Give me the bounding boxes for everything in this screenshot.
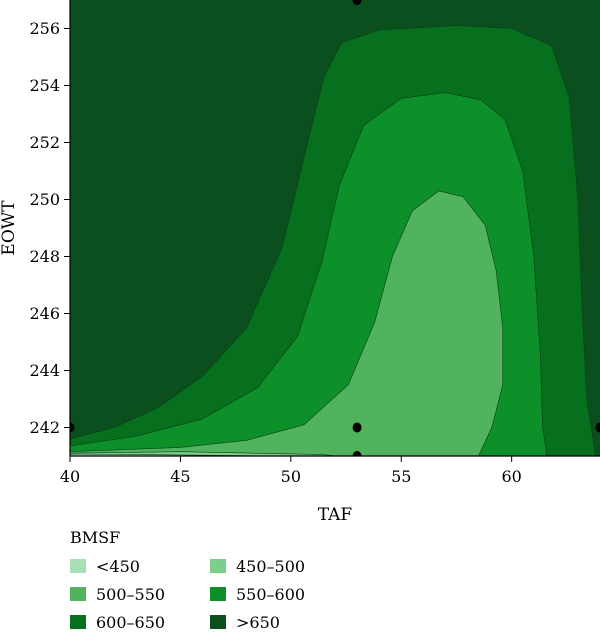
legend-label: <450	[96, 557, 140, 576]
legend-item-550-600: 550–600	[210, 584, 305, 604]
legend-item-lt450: <450	[70, 556, 140, 576]
y-tick-label: 250	[29, 190, 60, 209]
legend-label: 550–600	[236, 585, 305, 604]
legend-swatch	[210, 559, 226, 573]
legend-label: 600–650	[96, 613, 165, 632]
y-axis-title: EOWT	[0, 200, 19, 256]
x-tick-label: 45	[170, 467, 190, 486]
legend-item-gt650: >650	[210, 612, 280, 632]
legend-swatch	[70, 587, 86, 601]
x-axis-title: TAF	[318, 505, 353, 525]
legend-label: 500–550	[96, 585, 165, 604]
y-tick-label: 256	[29, 19, 60, 38]
y-tick-label: 246	[29, 304, 60, 323]
x-tick-label: 60	[501, 467, 521, 486]
legend-item-450-500: 450–500	[210, 556, 305, 576]
legend-swatch	[210, 615, 226, 629]
legend-swatch	[70, 615, 86, 629]
legend-label: >650	[236, 613, 280, 632]
contour-regions	[70, 0, 600, 456]
legend-swatch	[210, 587, 226, 601]
y-tick-label: 244	[29, 361, 60, 380]
legend-swatch	[70, 559, 86, 573]
legend-item-600-650: 600–650	[70, 612, 165, 632]
design-point	[353, 423, 362, 433]
x-tick-label: 55	[391, 467, 411, 486]
x-tick-label: 40	[60, 467, 80, 486]
y-tick-label: 248	[29, 247, 60, 266]
contour-chart: 40 45 50 55 60 242 244 246 248 250 252 254 256 TAF E…	[0, 0, 600, 530]
legend-title: BMSF	[70, 528, 120, 547]
legend-label: 450–500	[236, 557, 305, 576]
y-tick-label: 242	[29, 418, 60, 437]
legend-item-500-550: 500–550	[70, 584, 165, 604]
y-tick-label: 254	[29, 76, 60, 95]
y-tick-label: 252	[29, 133, 60, 152]
x-tick-label: 50	[281, 467, 301, 486]
